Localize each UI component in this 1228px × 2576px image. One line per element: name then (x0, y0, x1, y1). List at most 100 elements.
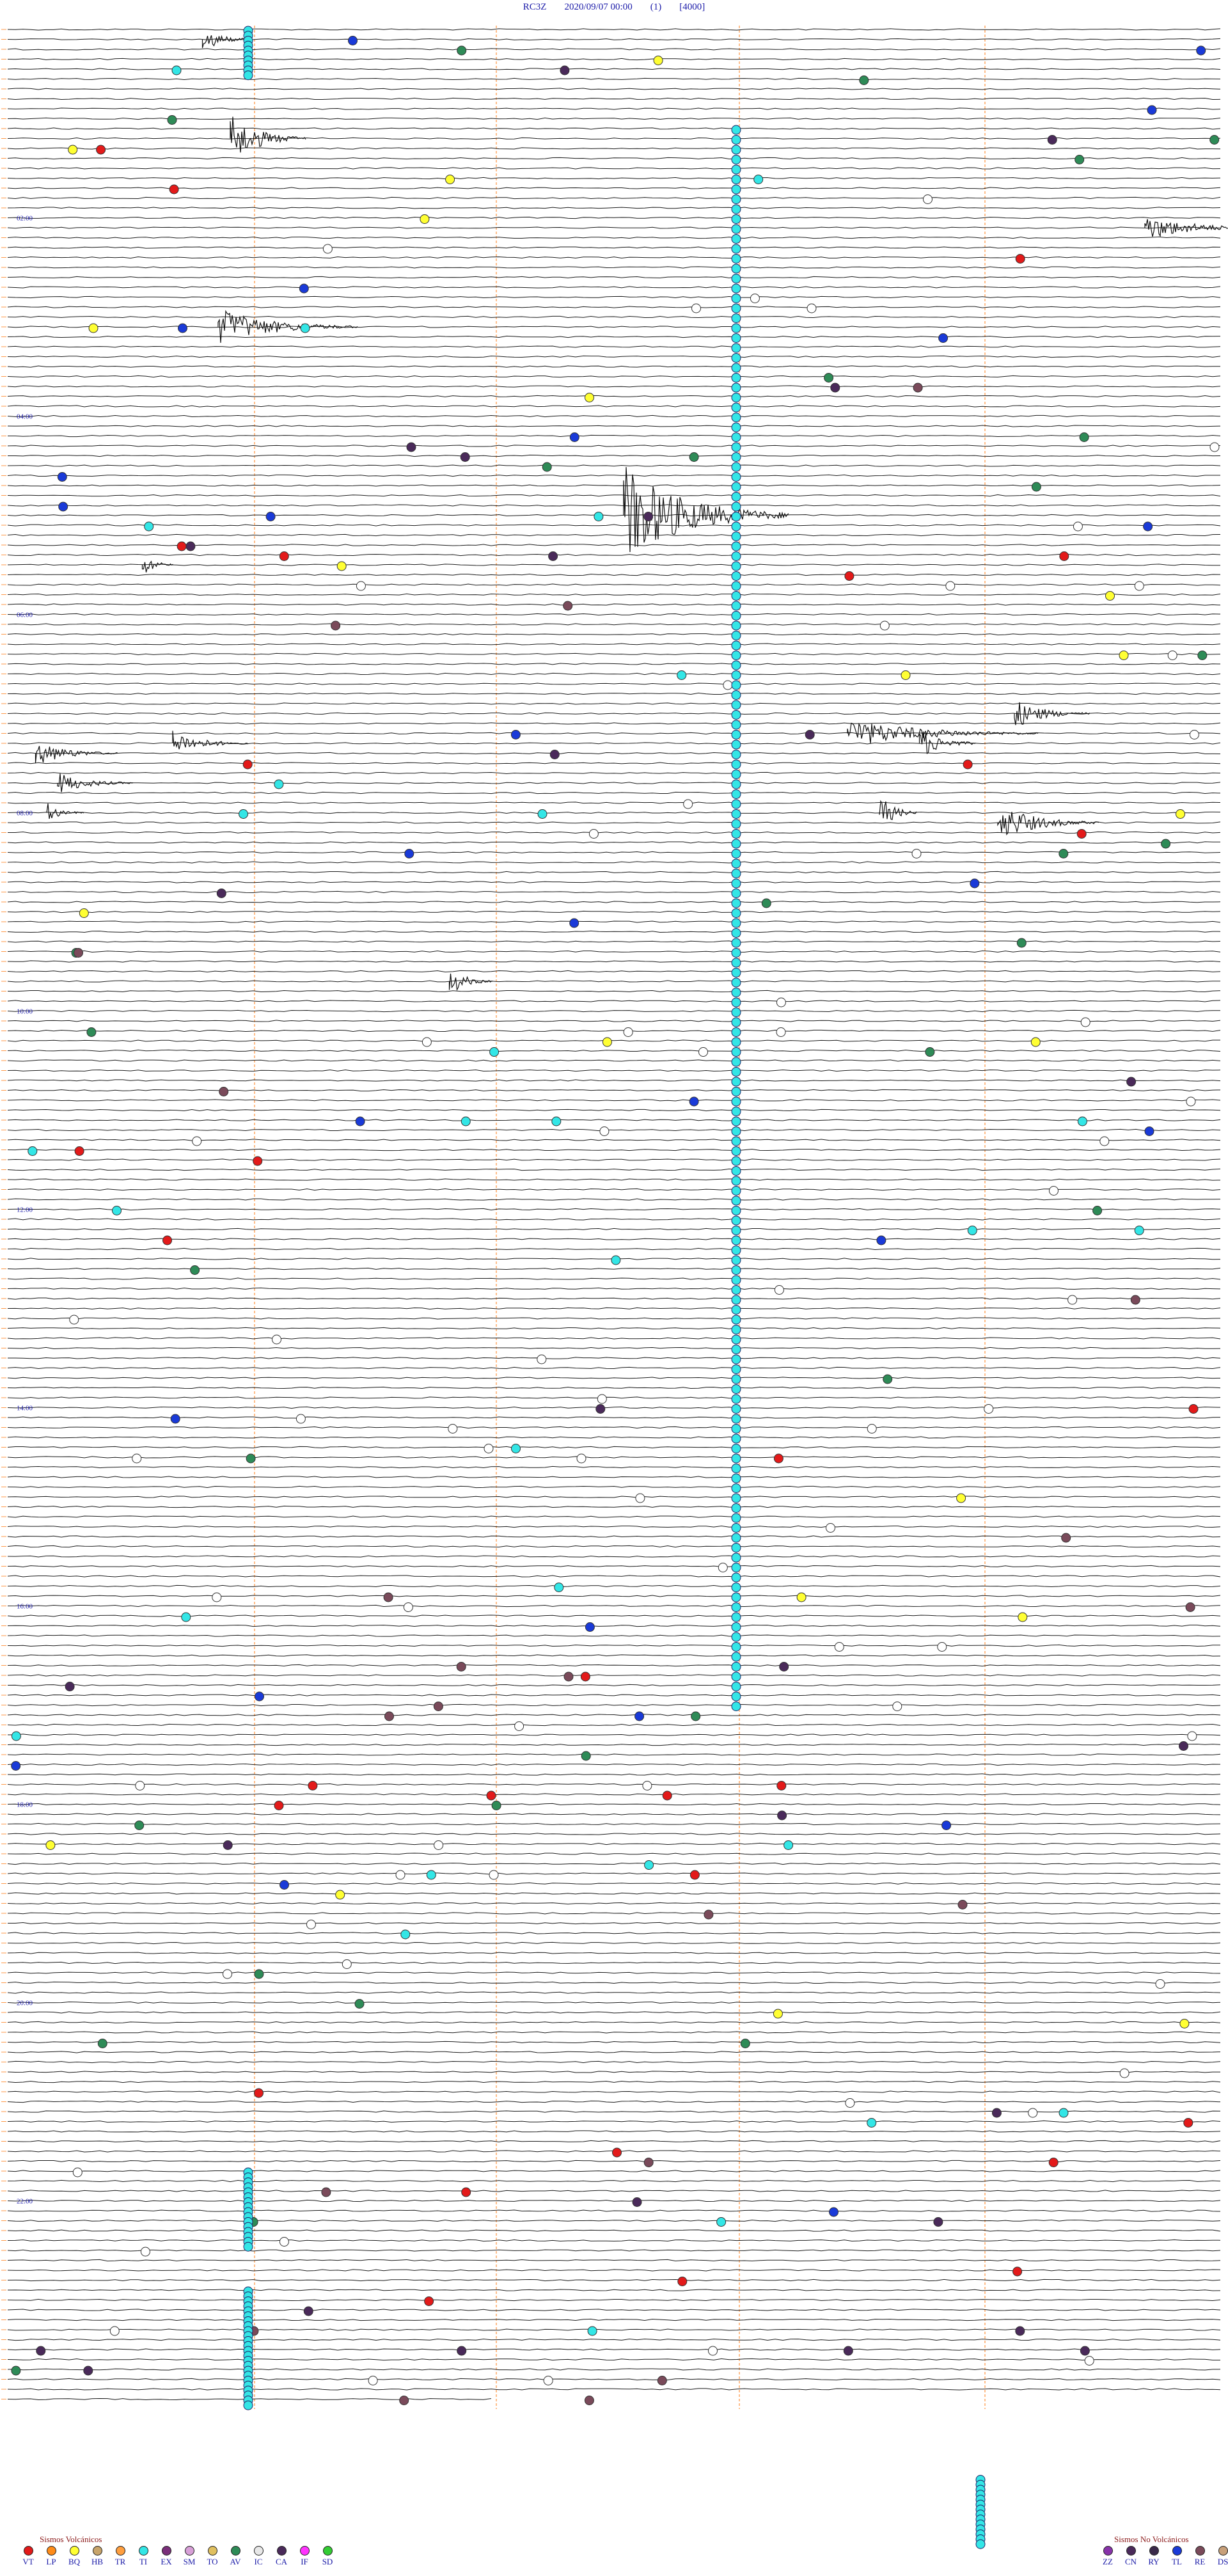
hour-label: 04:00 (17, 413, 33, 421)
event-marker (404, 849, 414, 858)
trace-row (7, 474, 1220, 477)
tremor-marker (731, 1662, 741, 1671)
trace-row (7, 1386, 1221, 1389)
event-marker (716, 2217, 727, 2227)
plot-header: RC3Z 2020/09/07 00:00 (1) [4000] (0, 0, 1228, 19)
event-marker (597, 1394, 607, 1404)
legend-dot-icon (230, 2546, 240, 2556)
trace-row (7, 1703, 1221, 1707)
event-marker (514, 1721, 524, 1731)
event-marker (384, 1711, 394, 1721)
trace-row (7, 1109, 1221, 1112)
trace-row (7, 1952, 1221, 1954)
event-marker (45, 1840, 56, 1850)
legend-code-label: LP (46, 2557, 56, 2566)
trace-row (7, 1842, 1221, 1845)
tremor-marker (731, 1464, 741, 1473)
trace-row (7, 1515, 1221, 1518)
event-marker (1079, 432, 1089, 442)
tremor-marker (731, 710, 741, 720)
trace-row (7, 2249, 1221, 2252)
tremor-marker (731, 611, 741, 620)
trace-row (7, 107, 1221, 110)
event-marker (1209, 442, 1220, 452)
event-marker (1073, 521, 1083, 532)
trace-row (7, 177, 1221, 180)
event-marker (11, 1761, 21, 1771)
trace-row (7, 2090, 1221, 2093)
event-marker (1015, 2326, 1025, 2336)
event-marker (1187, 1731, 1197, 1741)
legend-dot-icon (1195, 2546, 1205, 2556)
legend-dot-icon (1149, 2546, 1159, 2556)
tremor-marker (731, 254, 741, 264)
trace-row (7, 1684, 1221, 1687)
trace-row (7, 2318, 1221, 2321)
event-marker (938, 333, 949, 343)
event-marker (723, 680, 733, 690)
tremor-marker (731, 402, 741, 413)
trace-row (7, 861, 1221, 864)
legend-volcanic: VT LP BQ HB TR TI EX SM TO AV IC CA IF SD (17, 2546, 339, 2567)
legend-item-tr: TR (109, 2546, 132, 2567)
trace-row (7, 1089, 1221, 1092)
tremor-marker (731, 264, 741, 274)
trace-row (7, 484, 1221, 487)
legend-dot-icon (46, 2546, 56, 2556)
trace-row (7, 643, 1221, 645)
legend-code-label: IF (301, 2557, 308, 2566)
legend-dot-icon (299, 2546, 310, 2556)
trace-row (7, 2001, 1221, 2004)
tremor-marker (731, 521, 741, 532)
tremor-marker (731, 1592, 741, 1602)
trace-row (7, 365, 1221, 368)
trace-row (7, 802, 1221, 804)
tremor-marker (731, 1424, 741, 1434)
event-marker (1074, 155, 1085, 164)
tremor-marker (731, 1444, 741, 1453)
plot-date: 2020/09/07 00:00 (564, 2, 633, 12)
event-marker (642, 1781, 652, 1790)
legend-item-tl: TL (1165, 2546, 1188, 2567)
tremor-marker (731, 789, 741, 799)
event-marker (134, 1821, 145, 1830)
trace-row (7, 117, 1221, 120)
legend-item-sd: SD (316, 2546, 339, 2567)
legend-dot-icon (1172, 2546, 1182, 2556)
trace-row (7, 603, 1221, 606)
event-marker (11, 1731, 21, 1741)
event-marker (933, 2217, 943, 2227)
tremor-marker (731, 432, 741, 442)
event-marker (1155, 1979, 1165, 1989)
legend-dot-icon (322, 2546, 333, 2556)
trace-row (7, 2031, 1221, 2034)
legend-item-re: RE (1188, 2546, 1211, 2567)
event-marker (112, 1206, 122, 1215)
trace-row (7, 246, 1221, 249)
event-marker (698, 1047, 708, 1057)
event-marker (1167, 651, 1177, 660)
event-marker (677, 2277, 688, 2286)
trace-row (7, 782, 1221, 784)
tremor-marker (731, 591, 741, 601)
trace-row (7, 1813, 1221, 1815)
trace-row (7, 2080, 1221, 2083)
event-marker (58, 502, 68, 512)
tremor-marker (731, 620, 741, 631)
tremor-marker (731, 135, 741, 145)
legend-item-ic: IC (247, 2546, 270, 2567)
event-marker (242, 759, 253, 770)
trace-row (7, 286, 1221, 288)
trace-row (7, 623, 1221, 626)
tremor-marker (731, 551, 741, 561)
trace-row (7, 921, 1221, 923)
trace-row (7, 1833, 1221, 1835)
event-marker (1161, 839, 1171, 849)
trace-row (7, 1099, 1221, 1102)
event-marker (879, 620, 890, 631)
legend-dot-icon (1218, 2546, 1228, 2556)
event-marker (779, 1662, 789, 1671)
trace-row (7, 692, 1221, 695)
trace-row (7, 216, 1221, 219)
trace-row (7, 2199, 1221, 2202)
